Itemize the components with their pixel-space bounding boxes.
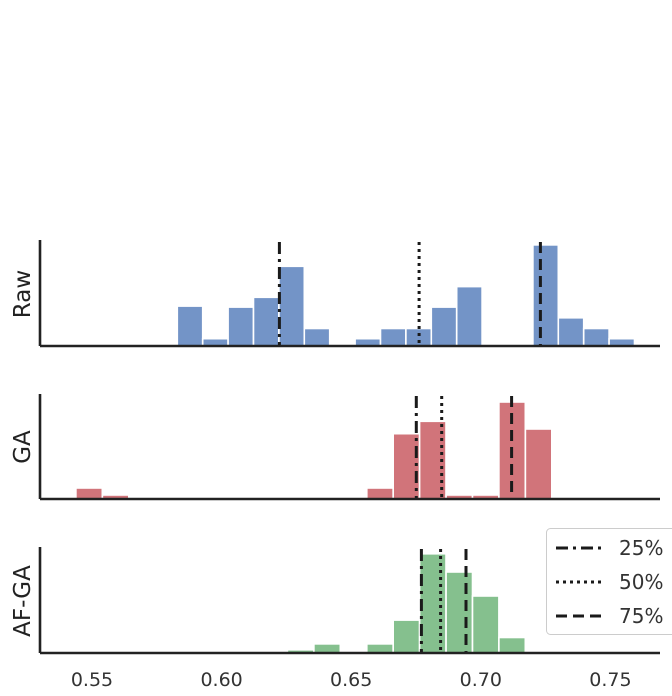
histogram-bar — [524, 428, 553, 500]
histogram-bar — [430, 306, 458, 347]
histogram-bar — [379, 327, 407, 347]
histogram-bar — [303, 327, 331, 347]
x-tick-label: 0.55 — [71, 669, 113, 691]
panel-ga: GA — [10, 394, 660, 501]
histogram-bar — [455, 285, 483, 347]
x-tick-label: 0.75 — [589, 669, 631, 691]
histogram-bar — [365, 643, 394, 654]
histogram-bar — [365, 487, 394, 500]
x-axis-ticks: 0.55 0.60 0.65 0.70 0.75 — [71, 669, 632, 691]
panel-raw: Raw — [10, 240, 660, 348]
histogram-bar — [445, 571, 474, 654]
histogram-bar — [582, 327, 610, 347]
y-axis-label: GA — [10, 430, 36, 464]
legend-label: 50% — [619, 570, 663, 594]
legend-label: 25% — [619, 536, 663, 560]
legend: 25% 50% 75% — [546, 528, 672, 635]
histogram-bar — [418, 552, 447, 654]
histogram-bar — [176, 305, 204, 347]
histogram-bar — [227, 306, 255, 347]
legend-label: 75% — [619, 604, 663, 628]
histogram-bar — [498, 636, 527, 654]
x-tick-label: 0.65 — [330, 669, 372, 691]
y-axis-label: Raw — [10, 270, 36, 318]
panels: Raw GA AF-GA — [10, 240, 660, 655]
histogram-bar — [392, 619, 421, 654]
histogram-bar — [75, 487, 104, 500]
histogram-bar — [532, 244, 560, 347]
histogram-bar — [278, 265, 306, 347]
histogram-bar — [471, 595, 500, 654]
histogram-bar — [252, 296, 280, 347]
histogram-bar — [557, 316, 585, 347]
x-tick-label: 0.60 — [200, 669, 242, 691]
panel-af-ga: AF-GA — [10, 547, 660, 655]
histogram-bar — [313, 643, 342, 654]
y-axis-label: AF-GA — [10, 565, 36, 637]
histogram-bar — [405, 327, 433, 347]
x-tick-label: 0.70 — [460, 669, 502, 691]
legend-box — [546, 528, 672, 635]
